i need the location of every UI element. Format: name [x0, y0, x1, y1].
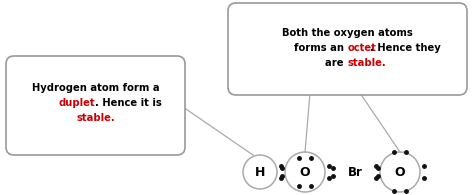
- Text: forms an: forms an: [294, 43, 347, 53]
- Text: Br: Br: [347, 166, 363, 178]
- Text: duplet: duplet: [59, 98, 95, 108]
- Text: Hydrogen atom form a: Hydrogen atom form a: [32, 83, 159, 93]
- FancyBboxPatch shape: [6, 56, 185, 155]
- Text: Both the oxygen atoms: Both the oxygen atoms: [282, 28, 413, 38]
- Text: stable.: stable.: [76, 113, 115, 123]
- Text: are: are: [326, 58, 347, 68]
- Text: O: O: [395, 166, 405, 178]
- Text: . Hence they: . Hence they: [371, 43, 441, 53]
- Text: stable.: stable.: [347, 58, 386, 68]
- FancyBboxPatch shape: [228, 3, 467, 95]
- Text: octet: octet: [347, 43, 376, 53]
- Text: H: H: [255, 166, 265, 178]
- Text: . Hence it is: . Hence it is: [95, 98, 162, 108]
- Text: O: O: [300, 166, 310, 178]
